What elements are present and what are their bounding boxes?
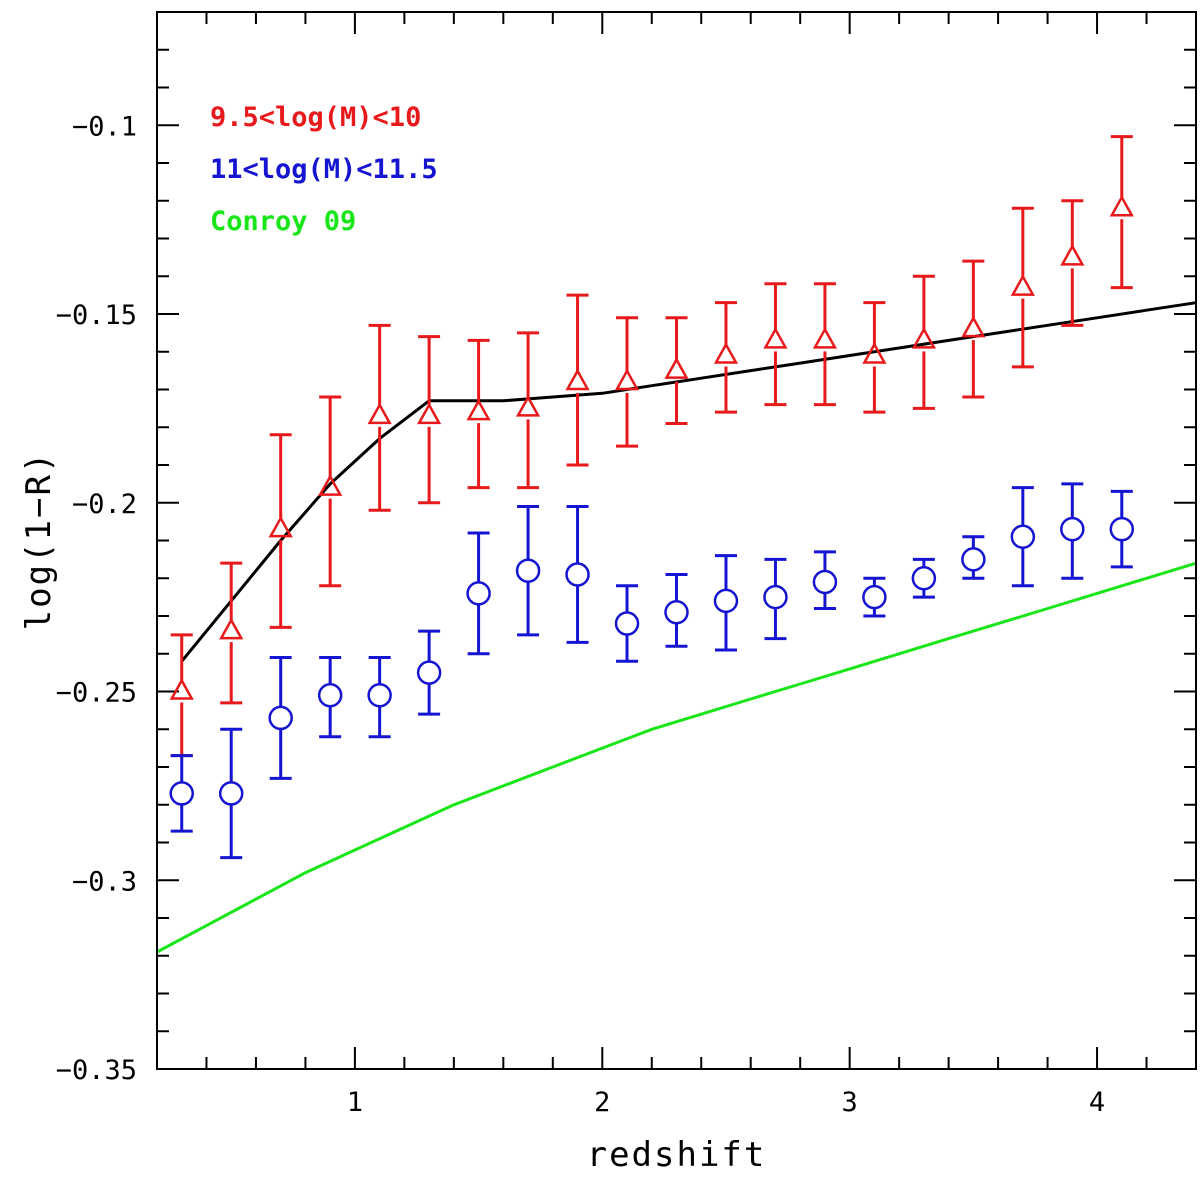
data-point-low-mass xyxy=(515,394,541,417)
data-point-high-mass xyxy=(416,660,442,685)
y-tick-label: −0.2 xyxy=(72,489,137,520)
data-point-high-mass xyxy=(169,781,194,806)
data-point-high-mass xyxy=(763,584,788,610)
y-axis-title: log(1−R) xyxy=(19,451,59,631)
data-point-low-mass xyxy=(664,357,689,379)
data-point-high-mass xyxy=(713,588,739,614)
axis-ticks xyxy=(156,11,1197,1070)
data-point-low-mass xyxy=(1010,274,1035,296)
data-point-low-mass xyxy=(565,368,590,391)
data-point-high-mass xyxy=(664,599,689,625)
y-tick-label: −0.1 xyxy=(72,111,137,142)
data-point-high-mass xyxy=(1060,516,1085,542)
data-point-low-mass xyxy=(219,617,244,640)
y-tick-label: −0.3 xyxy=(72,866,137,897)
data-point-high-mass xyxy=(1010,524,1036,549)
legend-entry: 9.5<log(M)<10 xyxy=(210,102,421,133)
data-point-high-mass xyxy=(268,705,293,731)
data-point-low-mass xyxy=(268,515,293,538)
y-tick-label: −0.15 xyxy=(56,300,137,331)
data-point-high-mass xyxy=(961,547,986,572)
plot-frame xyxy=(156,11,1197,1070)
data-point-high-mass xyxy=(1109,516,1135,542)
data-point-low-mass xyxy=(763,326,788,349)
data-point-low-mass xyxy=(961,315,986,338)
x-tick-label: 1 xyxy=(347,1087,363,1118)
data-point-low-mass xyxy=(318,474,343,496)
data-point-low-mass xyxy=(911,326,937,349)
series-line-conroy-09 xyxy=(156,561,1197,954)
x-tick-label: 3 xyxy=(842,1087,858,1118)
data-point-high-mass xyxy=(614,611,640,636)
data-point-high-mass xyxy=(565,562,590,587)
data-point-high-mass xyxy=(862,584,887,610)
x-axis-title: redshift xyxy=(587,1135,767,1174)
axis-labels: 1 2 3 4 −0.1 −0.15 −0.2 −0.25 −0.3 −0.35 redshift l… xyxy=(19,111,1105,1175)
data-point-low-mass xyxy=(812,326,838,349)
data-point-high-mass xyxy=(911,566,937,591)
data-point-high-mass xyxy=(812,569,838,595)
data-point-low-mass xyxy=(713,341,739,364)
legend-entry: Conroy 09 xyxy=(210,206,356,237)
data-point-low-mass xyxy=(169,677,194,700)
data-point-low-mass xyxy=(862,341,887,364)
data-point-low-mass xyxy=(416,402,442,425)
data-point-low-mass xyxy=(367,402,392,425)
y-tick-label: −0.35 xyxy=(56,1055,137,1086)
data-point-high-mass xyxy=(466,581,491,606)
data-point-low-mass xyxy=(614,368,640,391)
x-tick-label: 2 xyxy=(594,1087,610,1118)
legend-entry: 11<log(M)<11.5 xyxy=(210,154,438,185)
data-point-high-mass xyxy=(218,781,244,806)
data-point-low-mass xyxy=(466,398,491,421)
x-tick-label: 4 xyxy=(1089,1087,1105,1118)
data-point-high-mass xyxy=(367,683,392,708)
plot-series xyxy=(156,135,1197,954)
y-tick-label: −0.25 xyxy=(56,678,137,709)
data-point-low-mass xyxy=(1109,194,1134,217)
legend: 9.5<log(M)<10 11<log(M)<11.5 Conroy 09 xyxy=(210,102,438,237)
data-point-high-mass xyxy=(317,683,343,708)
data-point-high-mass xyxy=(515,558,541,583)
data-point-low-mass xyxy=(1060,243,1085,266)
